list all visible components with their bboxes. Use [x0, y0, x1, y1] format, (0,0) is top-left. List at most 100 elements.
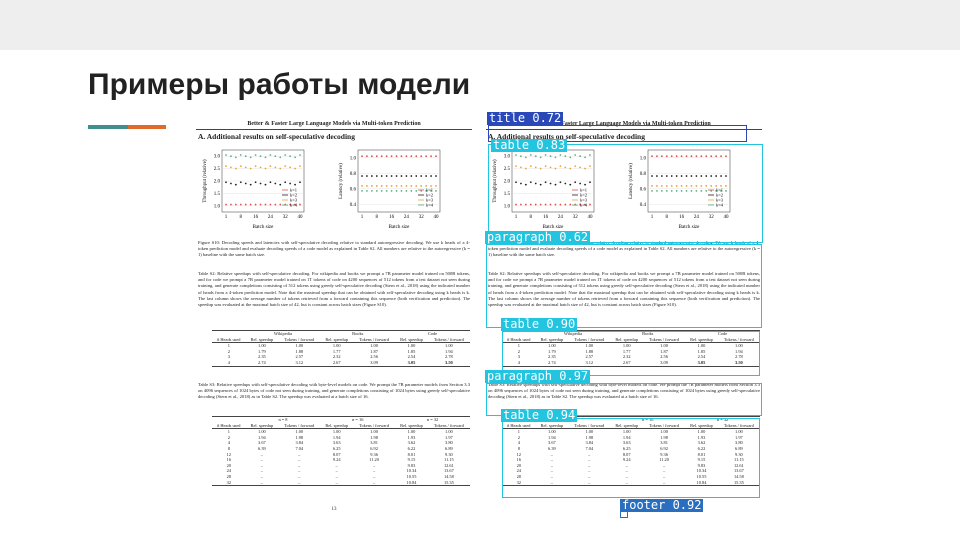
- y-tick-label: 1.0: [640, 156, 647, 161]
- table-cell: 11.15: [444, 457, 454, 463]
- series-point: [690, 175, 693, 177]
- detection-label: paragraph 0.62: [485, 230, 591, 244]
- series-point: [574, 154, 577, 156]
- y-tick-label: 3.0: [504, 155, 511, 160]
- series-point: [425, 175, 428, 177]
- legend-label: k=3: [580, 198, 588, 203]
- table-cell: 3.50: [427, 359, 470, 367]
- series-point: [725, 190, 727, 192]
- series-point: [405, 175, 408, 177]
- table-cell: 2.67: [610, 359, 643, 367]
- series-point: [225, 165, 227, 168]
- table-cell: 3.09: [352, 359, 396, 367]
- table-column-header: Rel. speedup: [685, 422, 718, 430]
- table-row: 12 – – 8.07 9.36 8.01 9.30: [212, 452, 470, 458]
- x-tick-label: 16: [253, 215, 259, 220]
- series-point: [385, 155, 388, 158]
- table-cell: –: [260, 457, 263, 463]
- table-cell: 1.98: [370, 434, 378, 440]
- series-point: [700, 155, 703, 158]
- table-cell: 3.09: [642, 359, 686, 367]
- table-cell: 1.00: [735, 343, 743, 349]
- series-point: [520, 166, 522, 169]
- y-tick-label: 0.8: [350, 172, 357, 177]
- series-point: [400, 175, 403, 177]
- table-row: 12 – – 8.07 9.36 8.01 9.30: [502, 452, 760, 458]
- table-row: 28 – – – – 10.55 14.58: [502, 474, 760, 480]
- table-row: 3 2.35 2.57 2.32 2.56 2.54 2.78: [502, 354, 760, 360]
- series-point: [524, 203, 527, 206]
- series-point: [539, 183, 542, 186]
- detection-paragraph-box-2: paragraph 0.97: [485, 370, 762, 416]
- series-point: [529, 154, 532, 156]
- y-tick-label: 0.4: [350, 203, 357, 208]
- y-tick-label: 2.0: [504, 180, 511, 185]
- series-point: [366, 190, 368, 192]
- series-point: [534, 203, 537, 206]
- table-column-header: Tokens / forward: [642, 336, 686, 344]
- series-point: [680, 185, 683, 187]
- table-column-header: # Heads used: [502, 422, 536, 430]
- series-point: [299, 181, 301, 184]
- table-cell: 9.24: [332, 457, 341, 463]
- table-s3-caption: Table S3: Relative speedups with self-sp…: [198, 382, 470, 400]
- series-point: [415, 155, 418, 158]
- series-point: [589, 181, 591, 184]
- series-point: [539, 167, 542, 170]
- table-cell: 6.89: [445, 445, 453, 451]
- series-point: [435, 155, 437, 158]
- series-point: [385, 175, 388, 177]
- table-cell: 3.62: [407, 440, 416, 446]
- legend-label: k=2: [580, 193, 587, 198]
- y-tick-label: 0.8: [640, 172, 647, 177]
- series-point: [710, 175, 713, 177]
- series-point: [289, 155, 292, 158]
- series-point: [390, 175, 393, 177]
- series-point: [259, 182, 262, 185]
- series-point: [274, 166, 277, 169]
- series-point: [425, 190, 428, 192]
- series-point: [380, 175, 383, 177]
- table-cell: 11.20: [369, 457, 379, 463]
- table-row: 32– – – –10.84 15.35: [212, 479, 470, 487]
- table-cell: 1.94: [258, 434, 266, 440]
- table-cell: 9.30: [445, 451, 453, 457]
- series-point: [410, 155, 413, 158]
- series-point: [234, 183, 237, 186]
- table-cell: –: [298, 457, 301, 463]
- table-cell: 2.57: [295, 354, 304, 360]
- series-point: [690, 190, 693, 192]
- series-point: [410, 175, 413, 177]
- table-cell: –: [298, 451, 301, 457]
- series-point: [665, 175, 668, 177]
- legend-label: k=3: [426, 198, 434, 203]
- table-cell: –: [372, 462, 376, 468]
- series-point: [279, 203, 282, 206]
- y-tick-label: 1.5: [214, 192, 221, 197]
- x-tick-label: 32: [709, 215, 715, 220]
- table-cell: –: [320, 479, 353, 487]
- x-tick-label: 32: [419, 215, 425, 220]
- table-row: 3 2.35 2.57 2.32 2.56 2.54 2.78: [212, 354, 470, 360]
- series-point: [715, 155, 718, 158]
- series-point: [366, 185, 368, 187]
- series-point: [366, 175, 368, 177]
- series-point: [559, 203, 562, 206]
- detection-label: table 0.83: [491, 138, 568, 152]
- series-point: [299, 203, 301, 206]
- table-group-header: Books: [320, 329, 396, 337]
- table-cell: 1.94: [622, 434, 631, 440]
- x-tick-label: 40: [298, 215, 304, 220]
- table-cell: –: [625, 473, 628, 479]
- table-column-header: Rel. speedup: [320, 422, 353, 430]
- series-point: [675, 185, 678, 187]
- series-point: [685, 190, 688, 192]
- series-point: [284, 154, 287, 156]
- table-cell: 12.61: [443, 462, 454, 468]
- table-cell: 6.22: [407, 445, 416, 451]
- series-point: [395, 190, 398, 192]
- series-point: [705, 175, 708, 177]
- series-point: [249, 156, 252, 159]
- x-tick-label: 40: [724, 215, 730, 220]
